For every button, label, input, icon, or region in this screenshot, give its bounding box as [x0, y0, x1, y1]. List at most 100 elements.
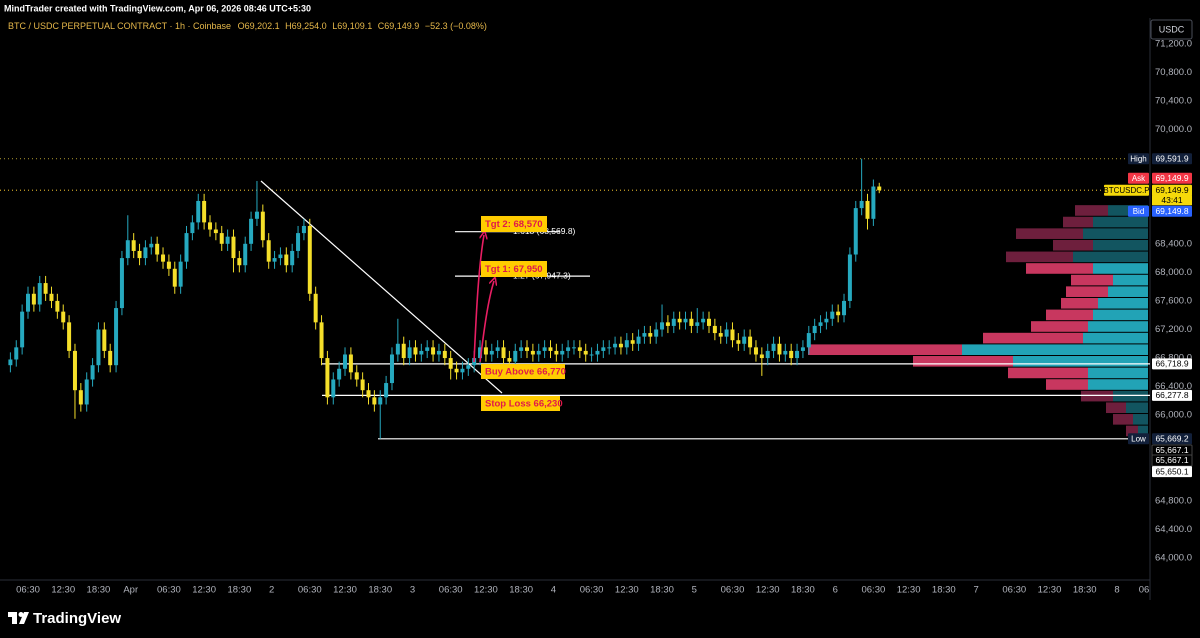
- candle-body: [589, 354, 594, 356]
- candle-body: [161, 254, 166, 262]
- x-tick-label: 12:30: [897, 585, 921, 596]
- x-tick-label: 06:30: [861, 585, 885, 596]
- annotation-text: Buy Above 66,770: [485, 367, 566, 378]
- volume-up: [1088, 379, 1148, 390]
- x-tick-label: 12:30: [51, 585, 75, 596]
- candle-body: [736, 340, 741, 344]
- candle-body: [824, 318, 829, 323]
- candle-body: [478, 347, 483, 359]
- candle-body: [495, 347, 500, 351]
- candle-body: [442, 350, 447, 359]
- candle-body: [454, 368, 459, 373]
- candle-body: [648, 333, 653, 337]
- time-axis: 06:30 12:30 18:30 Apr 06:30 12:30 18:30 2 06:30 1…: [16, 585, 1149, 596]
- candle-body: [301, 225, 306, 234]
- candle-body: [20, 311, 25, 348]
- x-tick-label: 06:30: [721, 585, 745, 596]
- candle-body: [325, 358, 330, 398]
- y-tick-label: 68,000.0: [1155, 267, 1192, 278]
- annotation-text: Tgt 2: 68,570: [485, 219, 543, 230]
- candle-body: [859, 200, 864, 209]
- volume-up: [1088, 367, 1148, 379]
- candle-body: [530, 350, 535, 355]
- candle-body: [419, 350, 424, 355]
- volume-down: [1071, 274, 1113, 286]
- candle-body: [706, 318, 711, 326]
- candle-body: [237, 258, 242, 266]
- candle-body: [337, 368, 342, 380]
- candle-body: [196, 200, 201, 223]
- volume-up: [1093, 309, 1148, 321]
- candle-body: [630, 340, 635, 344]
- candle-body: [114, 308, 119, 366]
- volume-down: [1016, 228, 1083, 239]
- candle-body: [119, 258, 124, 309]
- candle-body: [143, 247, 148, 259]
- candle-body: [601, 347, 606, 351]
- price-badge: [1151, 454, 1193, 467]
- volume-up: [1138, 425, 1148, 437]
- candle-body: [260, 211, 265, 241]
- x-tick-label: 12:30: [756, 585, 780, 596]
- candle-body: [701, 318, 706, 323]
- volume-up: [1113, 274, 1148, 286]
- ohlc-high: H69,254.0: [285, 21, 327, 31]
- candle-body: [413, 347, 418, 355]
- volume-up: [1108, 286, 1148, 297]
- price-badge-sub: [1152, 195, 1192, 206]
- candle-body: [207, 222, 212, 230]
- volume-down: [1081, 390, 1113, 402]
- candle-body: [348, 354, 353, 373]
- x-tick-label: 06:30: [439, 585, 463, 596]
- candle-body: [507, 358, 512, 362]
- candle-body: [624, 340, 629, 348]
- candle-body: [836, 311, 841, 316]
- price-badge-label: 65,669.2: [1155, 434, 1188, 444]
- brand-name: TradingView: [33, 610, 121, 627]
- ohlc-close: C69,149.9: [378, 21, 420, 31]
- brand-logo: [8, 612, 29, 624]
- candle-body: [542, 347, 547, 351]
- candle-body: [689, 318, 694, 326]
- candle-body: [489, 350, 494, 355]
- candle-body: [571, 347, 576, 349]
- x-tick-label: 12:30: [333, 585, 357, 596]
- candle-body: [354, 372, 359, 380]
- x-tick-label: 3: [410, 585, 415, 596]
- candle-body: [436, 350, 441, 355]
- logo-part: [19, 612, 29, 624]
- candle-body: [407, 347, 412, 359]
- y-tick-label: 70,400.0: [1155, 95, 1192, 106]
- candle-body: [677, 318, 682, 323]
- y-tick-label: 64,800.0: [1155, 495, 1192, 506]
- candle-body: [184, 233, 189, 262]
- annotation-text: Stop Loss 66,230: [485, 399, 563, 410]
- target-arrow: [479, 281, 494, 363]
- price-badge-label: 65,650.1: [1155, 466, 1188, 476]
- candle-body: [724, 329, 729, 337]
- candle-body: [695, 322, 700, 326]
- candle-body: [378, 397, 383, 405]
- volume-down: [1075, 205, 1108, 216]
- ohlc-low: L69,109.1: [332, 21, 372, 31]
- price-badge-tag: [1128, 205, 1149, 217]
- candle-body: [566, 347, 571, 351]
- x-tick-label: 18:30: [1073, 585, 1097, 596]
- candle-body: [466, 365, 471, 369]
- currency-button[interactable]: [1150, 19, 1193, 40]
- candle-body: [401, 343, 406, 359]
- x-tick-label: 06:30: [1002, 585, 1026, 596]
- candle-body: [483, 347, 488, 355]
- candle-body: [712, 325, 717, 334]
- trend-line: [260, 180, 503, 394]
- y-tick-label: 68,400.0: [1155, 238, 1192, 249]
- x-tick-label: 8: [1114, 585, 1119, 596]
- x-tick-label: 12:30: [192, 585, 216, 596]
- candle-body: [425, 347, 430, 351]
- candle-body: [795, 350, 800, 359]
- currency-label[interactable]: USDC: [1159, 24, 1185, 34]
- candle-body: [202, 200, 207, 223]
- candle-body: [812, 325, 817, 334]
